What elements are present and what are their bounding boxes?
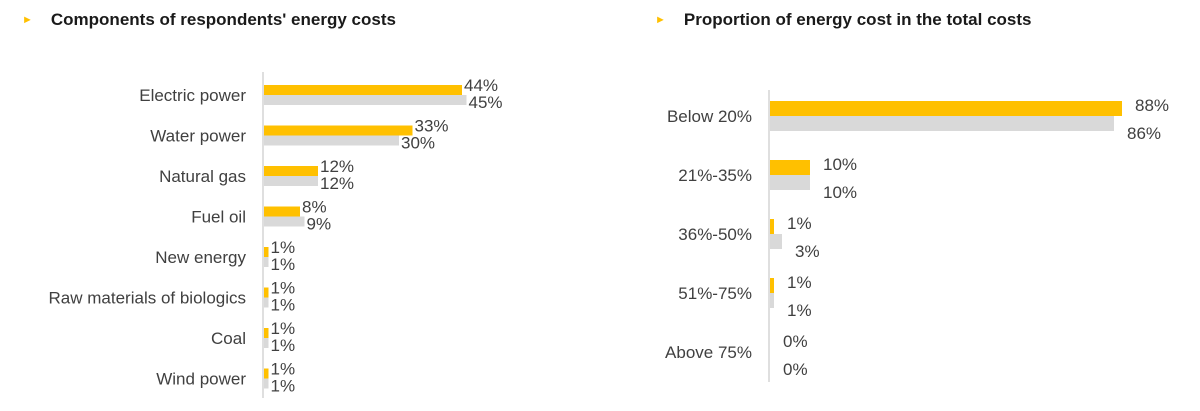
left-bar [264, 247, 269, 257]
left-bar [264, 287, 269, 298]
right-chart-title: ► Proportion of energy cost in the total … [655, 10, 1031, 30]
right-category-label: 21%-35% [678, 166, 752, 185]
right-category-label: 36%-50% [678, 225, 752, 244]
left-bar [264, 95, 467, 105]
right-bar [770, 160, 810, 175]
right-data-label: 0% [783, 332, 808, 351]
left-bar [264, 176, 318, 186]
left-category-label: New energy [155, 248, 246, 267]
left-data-label: 1% [271, 360, 296, 379]
right-category-label: Below 20% [667, 107, 752, 126]
left-bar [264, 206, 300, 217]
left-data-label: 1% [271, 336, 296, 355]
left-category-label: Natural gas [159, 167, 246, 186]
right-data-label: 1% [787, 273, 812, 292]
left-data-label: 33% [415, 117, 449, 136]
right-data-label: 86% [1127, 124, 1161, 143]
left-bar [264, 216, 305, 227]
left-data-label: 1% [271, 296, 296, 315]
right-data-label: 10% [823, 155, 857, 174]
left-data-label: 45% [469, 93, 503, 112]
left-category-label: Electric power [139, 86, 246, 105]
left-category-label: Water power [150, 127, 246, 146]
left-bar [264, 378, 269, 389]
right-bar [770, 234, 782, 249]
left-data-label: 12% [320, 157, 354, 176]
right-bar [770, 101, 1122, 116]
left-bar [264, 338, 269, 348]
right-data-label: 3% [795, 242, 820, 261]
left-bar [264, 297, 269, 308]
right-data-label: 88% [1135, 96, 1169, 115]
right-bar [770, 219, 774, 234]
left-data-label: 1% [271, 238, 296, 257]
left-data-label: 1% [271, 279, 296, 298]
left-bar [264, 166, 318, 176]
right-data-label: 10% [823, 183, 857, 202]
right-category-label: 51%-75% [678, 284, 752, 303]
left-data-label: 9% [307, 215, 332, 234]
left-category-label: Fuel oil [191, 208, 246, 227]
left-bar [264, 125, 413, 136]
left-data-label: 1% [271, 319, 296, 338]
left-chart-title: ► Components of respondents' energy costs [22, 10, 396, 30]
left-bar-chart: Electric power 44%45% Water power 33%30% Nat… [49, 72, 503, 398]
triangle-marker-icon: ► [22, 14, 33, 26]
left-data-label: 8% [302, 198, 327, 217]
left-category-label: Raw materials of biologics [49, 289, 246, 308]
left-data-label: 44% [464, 76, 498, 95]
right-data-label: 1% [787, 301, 812, 320]
right-category-label: Above 75% [665, 343, 752, 362]
left-chart-title-text: Components of respondents' energy costs [50, 10, 396, 29]
left-category-label: Coal [211, 329, 246, 348]
right-data-label: 1% [787, 214, 812, 233]
right-bar [770, 175, 810, 190]
left-data-label: 12% [320, 174, 354, 193]
right-bar [770, 293, 774, 308]
left-data-label: 1% [271, 255, 296, 274]
left-bar [264, 85, 462, 95]
left-bar [264, 257, 269, 267]
left-category-label: Wind power [156, 370, 246, 389]
right-bar [770, 116, 1114, 131]
left-bar [264, 135, 399, 146]
right-bar [770, 278, 774, 293]
left-data-label: 1% [271, 377, 296, 396]
left-bar [264, 368, 269, 379]
left-bar [264, 328, 269, 338]
triangle-marker-icon: ► [655, 14, 666, 26]
right-chart-title-text: Proportion of energy cost in the total c… [683, 10, 1032, 29]
left-data-label: 30% [401, 134, 435, 153]
right-data-label: 0% [783, 360, 808, 379]
